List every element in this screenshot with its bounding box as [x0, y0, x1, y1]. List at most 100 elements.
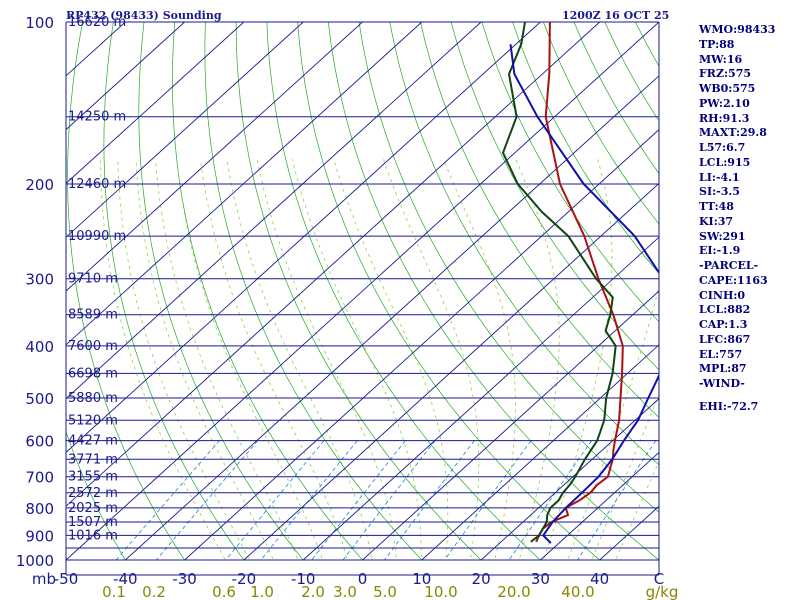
isotherm-line: [184, 128, 659, 560]
isotherm-line: [66, 22, 304, 238]
temperature-tick-label: C: [654, 570, 664, 588]
pressure-tick-label: 800: [25, 500, 54, 518]
pressure-tick-label: 600: [25, 433, 54, 451]
temperature-tick-label: 40: [590, 570, 609, 588]
moist-adiabat-line: [292, 159, 422, 560]
index-entry: TT:48: [699, 200, 734, 213]
moist-adiabat-line: [117, 159, 250, 560]
index-entry: MW:16: [699, 52, 743, 66]
isotherm-line: [124, 75, 659, 560]
mixing-ratio-label: 0.1: [102, 583, 126, 600]
height-level-label: 3771 m: [68, 452, 118, 467]
moist-adiabat-line: [591, 393, 659, 560]
dry-adiabat-line: [66, 430, 126, 560]
index-entry: CAP:1.3: [699, 318, 748, 331]
index-entry: CINH:0: [699, 288, 746, 302]
temperature-tick-label: -20: [232, 570, 257, 588]
moist-adiabat-line: [543, 159, 613, 560]
dry-adiabat-line: [512, 22, 659, 274]
index-entry: TP:88: [699, 37, 735, 51]
height-level-label: 5120 m: [68, 413, 118, 428]
dry-adiabat-line: [67, 22, 186, 560]
moist-adiabat-line: [155, 159, 299, 560]
sounding-profiles: [502, 22, 659, 544]
temperature-tick-label: -40: [113, 570, 138, 588]
mixing-ratio-label: 40.0: [561, 583, 594, 600]
mixing-ratio-lines: [115, 440, 657, 560]
isotherm-line: [66, 22, 482, 400]
temperature-tick-label: 0: [358, 570, 368, 588]
index-entry: FRZ:575: [699, 67, 752, 81]
mixing-ratio-label: 10.0: [424, 583, 457, 600]
temperature-tick-label: 30: [531, 570, 550, 588]
temperature-tick-label: -50: [54, 570, 79, 588]
isobars: [65, 21, 660, 576]
moist-adiabat-line: [226, 159, 373, 560]
moist-adiabat-line: [100, 159, 226, 560]
index-entry: L57:6.7: [699, 141, 746, 154]
moist-adiabat-line: [176, 159, 324, 560]
mixing-ratio-label: g/kg: [646, 583, 679, 600]
height-level-label: 12460 m: [68, 177, 126, 192]
isotherm-line: [302, 236, 659, 560]
pressure-tick-label: 200: [25, 176, 54, 194]
stability-indices: WMO:98433 TP:88 MW:16 FRZ:575 WB0:575 PW:2.10…: [699, 23, 775, 414]
pressure-tick-label: 300: [25, 271, 54, 289]
mixing-ratio-line: [311, 440, 406, 560]
height-level-label: 1016 m: [68, 528, 118, 543]
isotherm-line: [66, 22, 423, 346]
pressure-tick-label: 400: [25, 338, 54, 356]
index-entry: MPL:87: [699, 362, 747, 376]
height-level-label: 10990 m: [68, 229, 126, 244]
mixing-ratio-label: 0.6: [212, 583, 236, 600]
pressure-tick-label: 1000: [16, 552, 54, 570]
moist-adiabats: [100, 159, 659, 560]
mixing-ratio-line: [225, 440, 325, 560]
index-entry: KI:37: [699, 214, 734, 228]
index-entry: LI:-4.1: [699, 170, 740, 184]
height-level-label: 14250 m: [68, 110, 126, 125]
parcel-profile: [509, 44, 659, 544]
isotherm-line: [421, 344, 659, 560]
dry-adiabat-line: [358, 22, 659, 513]
pressure-tick-label: 500: [25, 390, 54, 408]
temperature-tick-label: 10: [412, 570, 431, 588]
dry-adiabat-line: [204, 22, 423, 560]
dry-adiabat-line: [103, 22, 245, 560]
mixing-ratio-label: 5.0: [373, 583, 397, 600]
moist-adiabat-line: [135, 159, 275, 560]
observation-time: 1200Z 16 OCT 25: [562, 9, 670, 22]
dewpoint-profile: [502, 22, 617, 543]
moist-adiabat-line: [383, 159, 480, 560]
index-entry: MAXT:29.8: [699, 126, 767, 140]
mixing-ratio-line: [115, 440, 220, 560]
temperature-tick-label: 20: [472, 570, 491, 588]
height-level-label: 3155 m: [68, 470, 118, 485]
dry-adiabat-line: [327, 22, 659, 560]
dry-adiabat-line: [481, 22, 659, 323]
index-entry: EI:-1.9: [699, 244, 741, 258]
dry-adiabat-line: [235, 22, 482, 560]
height-level-label: 7600 m: [68, 339, 118, 354]
index-entry: -PARCEL-: [699, 259, 759, 272]
temperature-tick-label: -30: [172, 570, 197, 588]
isotherm-line: [540, 451, 659, 560]
dry-adiabat-line: [450, 22, 659, 371]
index-entry: SW:291: [699, 229, 746, 243]
index-entry: WB0:575: [699, 82, 756, 95]
isotherm-line: [66, 22, 541, 454]
index-entry: LCL:882: [699, 303, 751, 317]
mixing-ratio-line: [155, 440, 259, 560]
moist-adiabat-line: [567, 285, 659, 560]
isotherms: [66, 22, 659, 560]
height-level-label: 2572 m: [68, 486, 118, 501]
index-entry: PW:2.10: [699, 96, 750, 110]
isotherm-line: [66, 22, 601, 507]
height-level-label: 6698 m: [68, 366, 118, 381]
index-entry: WMO:98433: [699, 23, 776, 36]
height-level-label: 9710 m: [68, 272, 118, 287]
moist-adiabat-line: [200, 159, 348, 560]
height-level-label: 5880 m: [68, 391, 118, 406]
